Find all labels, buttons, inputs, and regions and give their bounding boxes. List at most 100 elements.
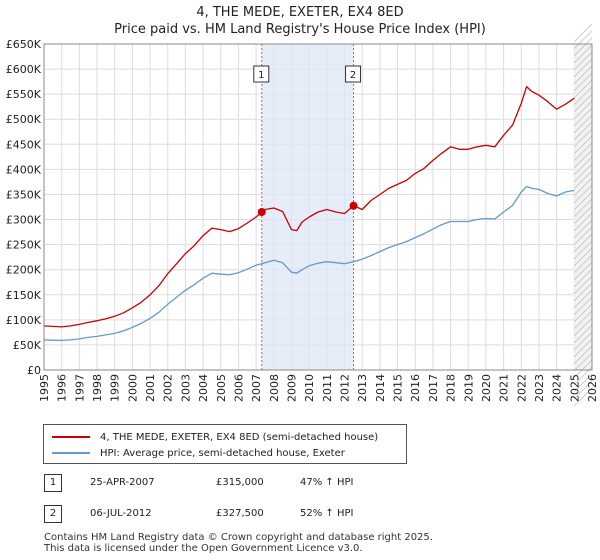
y-tick-label: £100K (6, 314, 42, 327)
transaction-date: 06-JUL-2012 (90, 508, 152, 519)
forecast-hatch-line (574, 247, 593, 266)
x-tick-label: 2001 (144, 374, 157, 402)
y-tick-label: £250K (6, 239, 42, 252)
x-tick-label: 2024 (551, 374, 564, 402)
forecast-hatch-line (574, 156, 593, 175)
transaction-hpi-change: 52% ↑ HPI (300, 508, 354, 519)
x-tick-label: 2023 (533, 374, 546, 402)
transaction-date: 25-APR-2007 (90, 477, 155, 488)
x-tick-label: 2005 (215, 374, 228, 402)
forecast-hatch-line (574, 198, 593, 217)
property-price-line (43, 85, 575, 328)
y-tick-label: £450K (6, 138, 42, 151)
x-tick-label: 2006 (232, 374, 245, 402)
forecast-hatch-line (574, 30, 593, 49)
forecast-hatch-line (574, 205, 593, 224)
transaction-price: £315,000 (216, 477, 264, 488)
x-tick-label: 1998 (91, 374, 104, 402)
ownership-period-shading (261, 44, 354, 370)
forecast-region (574, 44, 592, 370)
x-tick-label: 2014 (374, 374, 387, 402)
transaction-number-badge: 2 (44, 505, 62, 523)
transaction-price: £327,500 (216, 508, 264, 519)
x-tick-label: 2026 (586, 374, 599, 402)
forecast-hatch-line (574, 310, 593, 329)
y-tick-label: £50K (13, 339, 42, 352)
y-tick-label: £0 (27, 364, 41, 377)
y-tick-label: £200K (6, 264, 42, 277)
forecast-hatch-line (574, 331, 593, 350)
forecast-hatch-line (574, 23, 593, 42)
chart-subtitle-text: Price paid vs. HM Land Registry's House … (114, 22, 486, 37)
transaction-number-badge: 1 (44, 474, 62, 492)
forecast-hatch-line (574, 128, 593, 147)
sale-point (349, 201, 358, 210)
chart-title: 4, THE MEDE, EXETER, EX4 8ED Price paid … (0, 4, 600, 38)
x-tick-label: 2002 (162, 374, 175, 402)
forecast-hatch-line (574, 219, 593, 238)
forecast-hatch-line (574, 142, 593, 161)
forecast-hatch-line (574, 114, 593, 133)
forecast-hatch-line (574, 303, 593, 322)
x-tick-label: 2013 (356, 374, 369, 402)
x-tick-label: 2008 (268, 374, 281, 402)
forecast-hatch-line (574, 233, 593, 252)
sale-label-box (253, 65, 270, 83)
x-tick-label: 2011 (321, 374, 334, 402)
forecast-hatch-line (574, 149, 593, 168)
x-tick-label: 2009 (285, 374, 298, 402)
legend-swatch-hpi (52, 452, 90, 454)
sale-point (257, 208, 266, 217)
forecast-hatch-line (574, 135, 593, 154)
forecast-hatch-line (574, 65, 593, 84)
forecast-hatch-line (574, 359, 593, 378)
forecast-hatch-line (574, 163, 593, 182)
forecast-hatch-line (574, 240, 593, 259)
forecast-hatch-line (574, 212, 593, 231)
x-tick-label: 2007 (250, 374, 263, 402)
forecast-hatch-line (574, 107, 593, 126)
x-tick-label: 2016 (409, 374, 422, 402)
x-tick-label: 1997 (73, 374, 86, 402)
forecast-hatch-line (574, 317, 593, 336)
x-tick-label: 2021 (498, 374, 511, 402)
plot-border (43, 43, 593, 371)
sale-label-box (345, 65, 362, 83)
x-tick-label: 2015 (392, 374, 405, 402)
forecast-hatch-line (574, 261, 593, 280)
forecast-hatch-line (574, 51, 593, 70)
forecast-hatch-line (574, 324, 593, 343)
transaction-hpi-change: 47% ↑ HPI (300, 477, 354, 488)
x-tick-label: 1999 (109, 374, 122, 402)
forecast-hatch-line (574, 58, 593, 77)
y-tick-label: £350K (6, 188, 42, 201)
forecast-hatch-line (574, 100, 593, 119)
footer: Contains HM Land Registry data © Crown c… (44, 532, 433, 554)
forecast-hatch-line (574, 387, 593, 406)
x-tick-label: 2025 (568, 374, 581, 402)
sale-label-number: 1 (258, 70, 264, 81)
x-tick-label: 2003 (179, 374, 192, 402)
forecast-hatch-line (574, 345, 593, 364)
x-tick-label: 2017 (427, 374, 440, 402)
forecast-hatch-line (574, 373, 593, 392)
forecast-hatch-line (574, 170, 593, 189)
forecast-hatch-line (574, 37, 593, 56)
shaded-regions (261, 23, 593, 406)
legend-item-hpi: HPI: Average price, semi-detached house,… (52, 446, 345, 460)
forecast-hatch-line (574, 254, 593, 273)
y-tick-label: £300K (6, 214, 42, 227)
footer-copyright: Contains HM Land Registry data © Crown c… (44, 532, 433, 543)
x-tick-label: 2018 (445, 374, 458, 402)
forecast-hatch-line (574, 289, 593, 308)
y-tick-label: £600K (6, 63, 42, 76)
axes: £0 £50K £100K £150K £200K £250K £300K £350K £400… (6, 38, 599, 402)
x-tick-label: 1995 (38, 374, 51, 402)
x-tick-label: 2020 (480, 374, 493, 402)
forecast-hatch-line (574, 93, 593, 112)
y-tick-label: £500K (6, 113, 42, 126)
x-tick-label: 2022 (515, 374, 528, 402)
forecast-hatch-line (574, 352, 593, 371)
